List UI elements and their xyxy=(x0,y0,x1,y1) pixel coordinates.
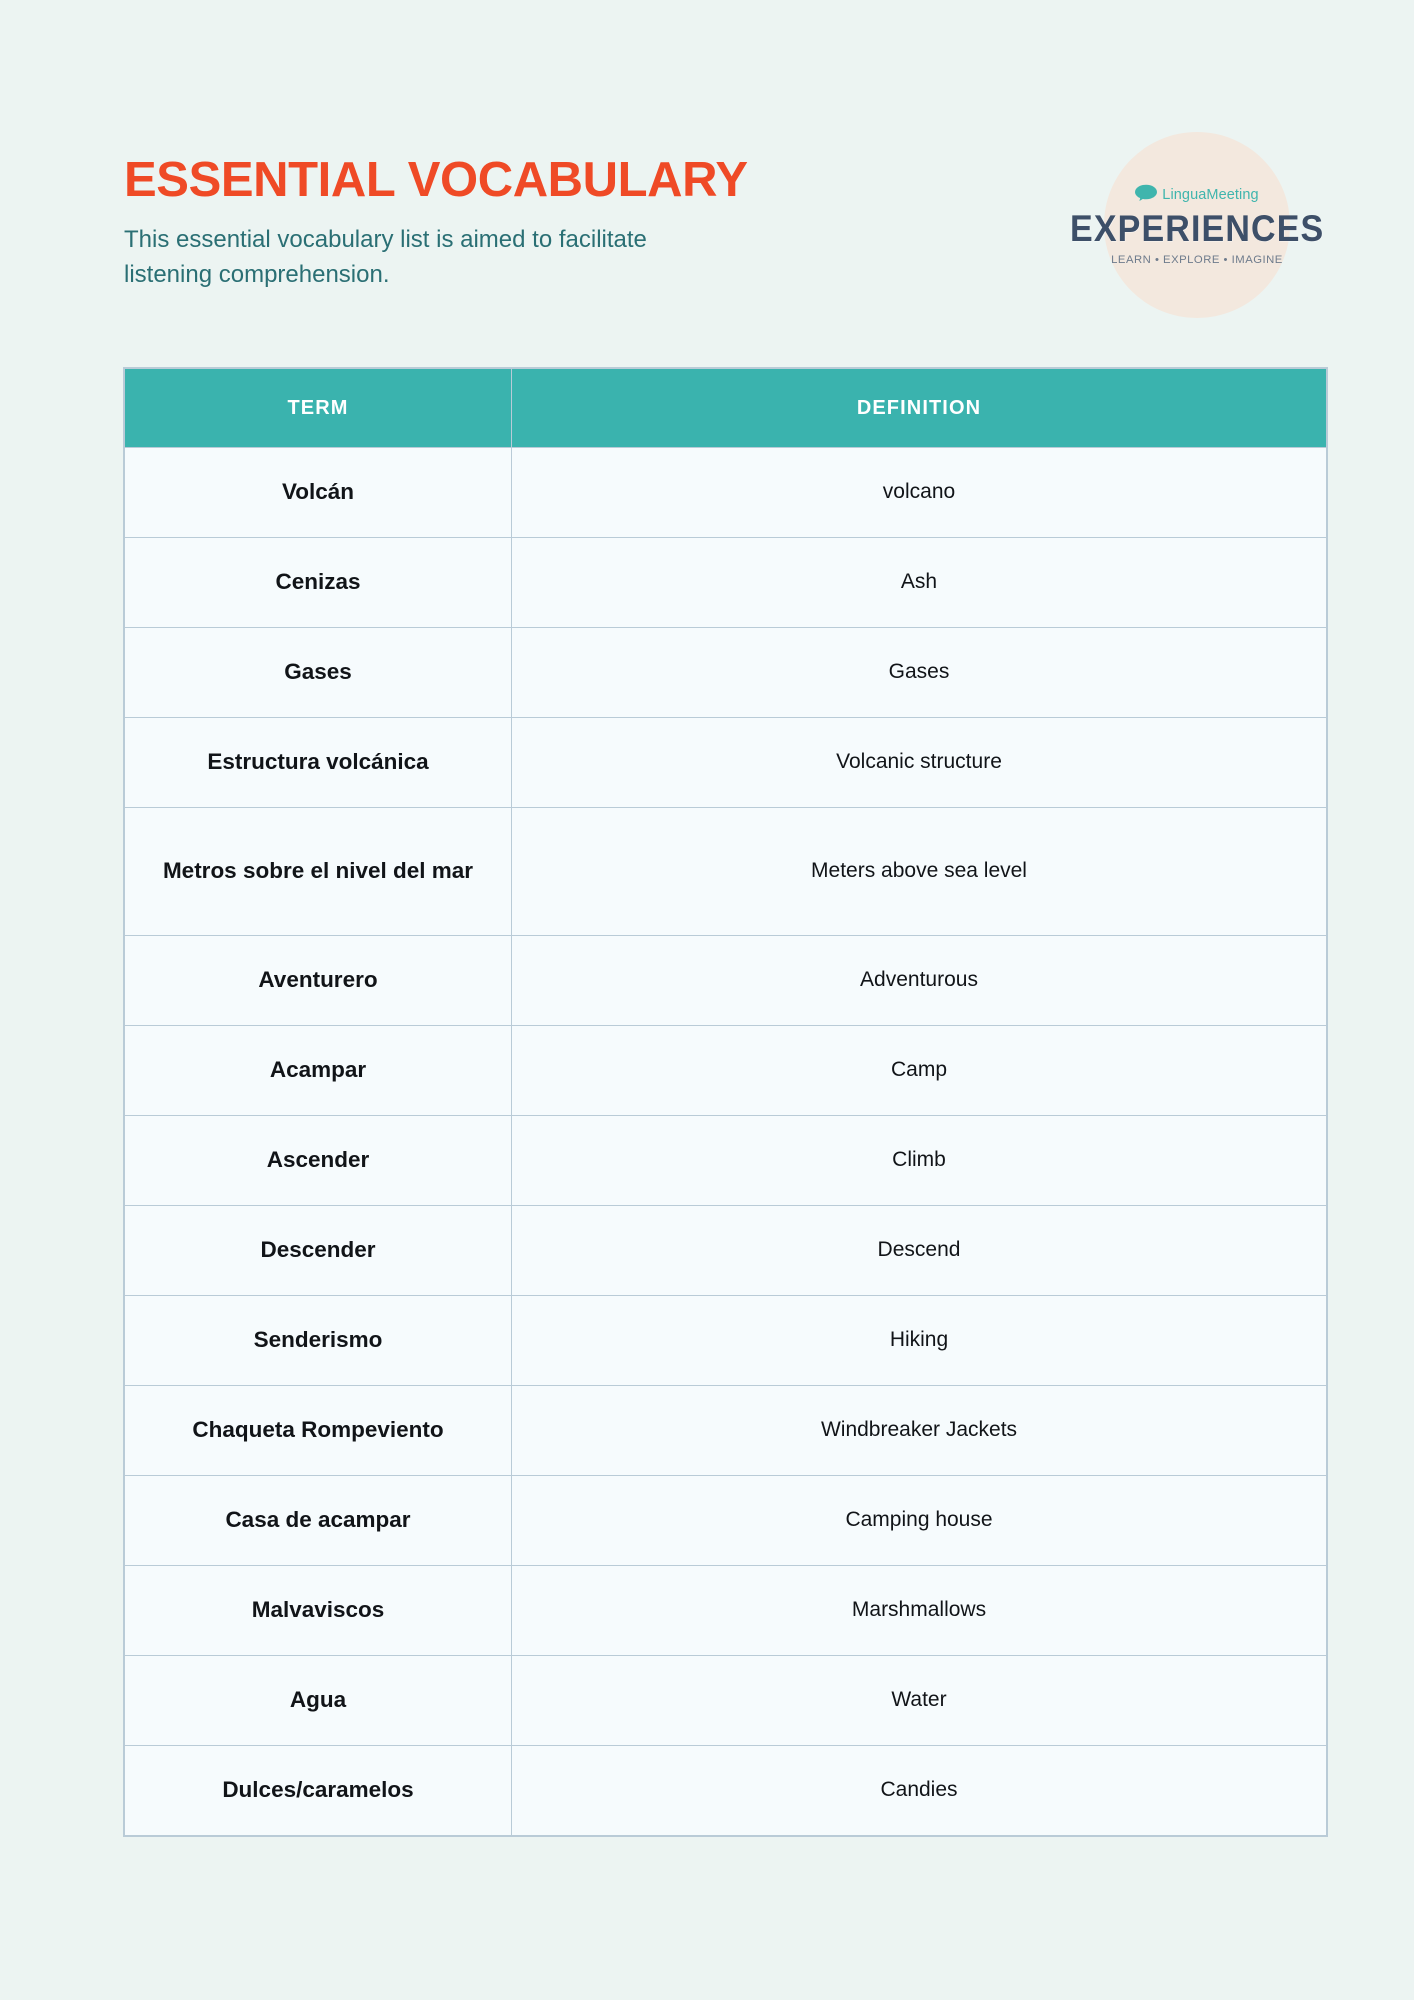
table-row: Senderismo Hiking xyxy=(124,1295,1327,1386)
logo-tagline: LEARN • EXPLORE • IMAGINE xyxy=(1111,254,1283,266)
column-header-definition: DEFINITION xyxy=(511,368,1327,448)
page-header: ESSENTIAL VOCABULARY This essential voca… xyxy=(124,130,1323,318)
experiences-wordmark: EXPERIENCES xyxy=(1069,208,1325,249)
cell-definition: Marshmallows xyxy=(511,1565,1327,1656)
cell-definition: Meters above sea level xyxy=(511,807,1327,936)
page-subtitle-line-1: This essential vocabulary list is aimed … xyxy=(124,225,647,253)
cell-definition: Hiking xyxy=(511,1295,1327,1386)
speech-bubble-icon xyxy=(1135,184,1158,206)
table-row: Estructura volcánica Volcanic structure xyxy=(124,717,1327,808)
table-row: Descender Descend xyxy=(124,1205,1327,1296)
cell-definition: Adventurous xyxy=(511,935,1327,1026)
cell-term: Casa de acampar xyxy=(124,1475,512,1566)
cell-term: Agua xyxy=(124,1655,512,1746)
linguameeting-experiences-logo: LinguaMeeting EXPERIENCES LEARN • EXPLOR… xyxy=(1070,132,1323,318)
cell-term: Cenizas xyxy=(124,537,512,628)
cell-term: Chaqueta Rompeviento xyxy=(124,1385,512,1476)
table-row: Chaqueta Rompeviento Windbreaker Jackets xyxy=(124,1385,1327,1476)
cell-definition: Gases xyxy=(511,627,1327,718)
vocabulary-table: TERM DEFINITION Volcán volcano Cenizas Ash G… xyxy=(124,368,1327,1836)
cell-definition: Volcanic structure xyxy=(511,717,1327,808)
cell-definition: Descend xyxy=(511,1205,1327,1296)
cell-term: Senderismo xyxy=(124,1295,512,1386)
cell-definition: Ash xyxy=(511,537,1327,628)
table-row: Metros sobre el nivel del mar Meters abov… xyxy=(124,807,1327,936)
cell-term: Gases xyxy=(124,627,512,718)
page-subtitle: This essential vocabulary list is aimed … xyxy=(124,223,876,293)
linguameeting-brand-lockup: LinguaMeeting xyxy=(1135,184,1259,206)
table-row: Casa de acampar Camping house xyxy=(124,1475,1327,1566)
cell-definition: Windbreaker Jackets xyxy=(511,1385,1327,1476)
header-text-block: ESSENTIAL VOCABULARY This essential voca… xyxy=(124,130,884,293)
cell-term: Aventurero xyxy=(124,935,512,1026)
table-row: Malvaviscos Marshmallows xyxy=(124,1565,1327,1656)
cell-definition: volcano xyxy=(511,447,1327,538)
cell-definition: Candies xyxy=(511,1745,1327,1836)
cell-term: Volcán xyxy=(124,447,512,538)
table-header-row: TERM DEFINITION xyxy=(124,368,1327,448)
table-row: Gases Gases xyxy=(124,627,1327,718)
column-header-term: TERM xyxy=(124,368,512,448)
table-row: Volcán volcano xyxy=(124,447,1327,538)
table-row: Dulces/caramelos Candies xyxy=(124,1745,1327,1836)
cell-term: Ascender xyxy=(124,1115,512,1206)
page-subtitle-line-2: listening comprehension. xyxy=(124,260,390,288)
cell-term: Acampar xyxy=(124,1025,512,1116)
vocabulary-table-container: TERM DEFINITION Volcán volcano Cenizas Ash G… xyxy=(124,368,1327,1836)
cell-term: Dulces/caramelos xyxy=(124,1745,512,1836)
table-header: TERM DEFINITION xyxy=(124,368,1327,448)
table-body: Volcán volcano Cenizas Ash Gases Gases Estruct… xyxy=(124,447,1327,1836)
cell-definition: Camping house xyxy=(511,1475,1327,1566)
table-row: Cenizas Ash xyxy=(124,537,1327,628)
linguameeting-brand-text: LinguaMeeting xyxy=(1162,187,1259,203)
cell-definition: Camp xyxy=(511,1025,1327,1116)
cell-term: Descender xyxy=(124,1205,512,1296)
page-title: ESSENTIAL VOCABULARY xyxy=(124,153,748,207)
cell-term: Metros sobre el nivel del mar xyxy=(124,807,512,936)
cell-term: Malvaviscos xyxy=(124,1565,512,1656)
cell-term: Estructura volcánica xyxy=(124,717,512,808)
table-row: Agua Water xyxy=(124,1655,1327,1746)
table-row: Ascender Climb xyxy=(124,1115,1327,1206)
table-row: Acampar Camp xyxy=(124,1025,1327,1116)
cell-definition: Climb xyxy=(511,1115,1327,1206)
cell-definition: Water xyxy=(511,1655,1327,1746)
table-row: Aventurero Adventurous xyxy=(124,935,1327,1026)
